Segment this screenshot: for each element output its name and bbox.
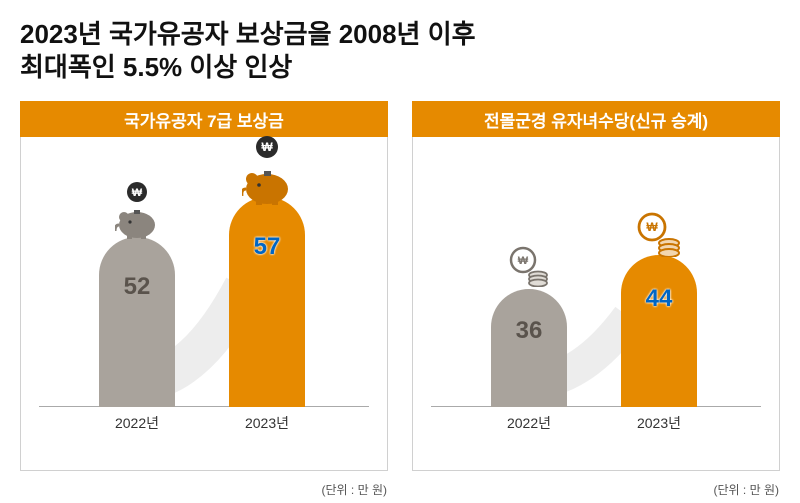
panel-header: 국가유공자 7급 보상금 bbox=[20, 101, 388, 137]
unit-note: (단위 : 만 원) bbox=[714, 481, 780, 498]
chart-area: ₩ 52 2022년 bbox=[39, 155, 369, 435]
piggy-icon bbox=[242, 163, 292, 210]
svg-text:₩: ₩ bbox=[132, 187, 143, 199]
x-axis-label: 2022년 bbox=[99, 413, 175, 433]
bar-2023: ₩ 57 bbox=[229, 197, 305, 407]
svg-text:₩: ₩ bbox=[646, 220, 658, 234]
piggy-icon bbox=[115, 203, 159, 244]
panel-compensation-grade7: 국가유공자 7급 보상금 bbox=[20, 101, 388, 471]
bar-2022: ₩ 36 bbox=[491, 289, 567, 407]
bar-2022: ₩ 52 bbox=[99, 237, 175, 407]
coin-stack-icon: ₩ bbox=[508, 245, 550, 292]
won-badge-icon: ₩ bbox=[126, 181, 148, 208]
panel-bereaved-allowance: 전몰군경 유자녀수당(신규 승계) ₩ bbox=[412, 101, 780, 471]
won-badge-icon: ₩ bbox=[255, 135, 279, 164]
panels-row: 국가유공자 7급 보상금 bbox=[20, 101, 780, 471]
x-axis-label: 2022년 bbox=[491, 413, 567, 433]
bar-value: 44 bbox=[621, 285, 697, 313]
bar-value: 52 bbox=[99, 273, 175, 301]
chart-baseline bbox=[39, 406, 369, 407]
x-axis-label: 2023년 bbox=[621, 413, 697, 433]
panel-header: 전몰군경 유자녀수당(신규 승계) bbox=[412, 101, 780, 137]
bar-value: 36 bbox=[491, 317, 567, 345]
headline-line-2: 최대폭인 5.5% 이상 인상 bbox=[20, 52, 292, 82]
headline-line-1: 2023년 국가유공자 보상금을 2008년 이후 bbox=[20, 19, 476, 49]
coin-stack-icon: ₩ bbox=[636, 211, 682, 262]
bar-2023: ₩ 44 bbox=[621, 255, 697, 407]
headline: 2023년 국가유공자 보상금을 2008년 이후 최대폭인 5.5% 이상 인… bbox=[20, 18, 780, 83]
bar-value: 57 bbox=[229, 233, 305, 261]
chart-area: ₩ 36 2022년 ₩ bbox=[431, 155, 761, 435]
x-axis-label: 2023년 bbox=[229, 413, 305, 433]
svg-text:₩: ₩ bbox=[518, 255, 529, 267]
svg-text:₩: ₩ bbox=[261, 140, 273, 154]
chart-baseline bbox=[431, 406, 761, 407]
unit-note: (단위 : 만 원) bbox=[322, 481, 388, 498]
